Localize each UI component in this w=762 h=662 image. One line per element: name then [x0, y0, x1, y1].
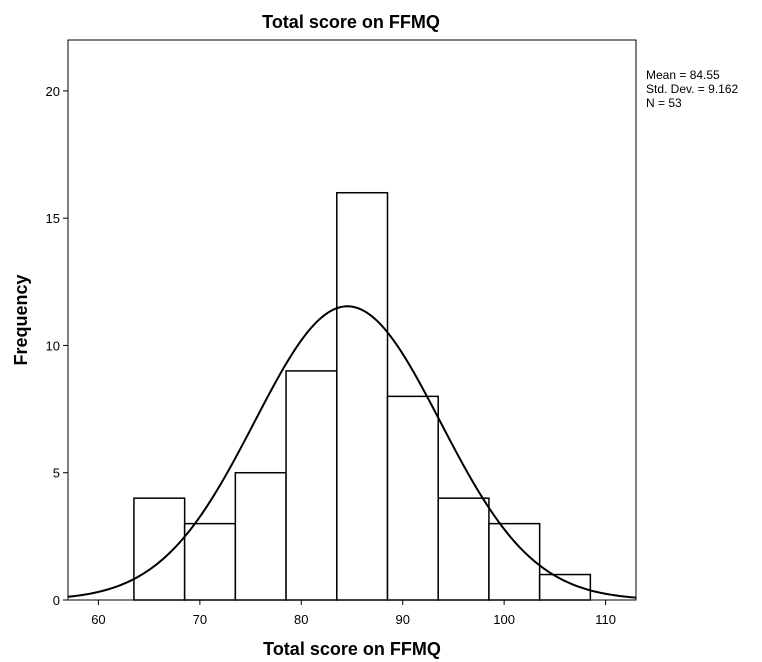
x-tick-label: 90 — [395, 612, 409, 627]
stats-mean: Mean = 84.55 — [646, 68, 720, 82]
histogram-bar — [183, 522, 237, 601]
histogram-bars — [133, 191, 592, 601]
x-tick-label: 110 — [595, 612, 616, 627]
histogram-bar — [234, 471, 287, 601]
y-tick-label: 0 — [53, 593, 60, 608]
y-axis-label: Frequency — [11, 274, 31, 365]
chart-title: Total score on FFMQ — [262, 12, 440, 32]
x-axis-label: Total score on FFMQ — [263, 639, 441, 659]
x-axis: 60 70 80 90 100 110 — [91, 600, 616, 627]
stats-std-dev: Std. Dev. = 9.162 — [646, 82, 738, 96]
plot-frame — [67, 39, 637, 601]
y-tick-label: 15 — [46, 211, 60, 226]
x-tick-label: 80 — [294, 612, 308, 627]
histogram-bar — [437, 497, 490, 601]
histogram-bar — [336, 191, 389, 601]
x-tick-label: 100 — [493, 612, 515, 627]
y-tick-label: 10 — [46, 338, 60, 353]
stats-box: Mean = 84.55 Std. Dev. = 9.162 N = 53 — [646, 68, 738, 110]
x-tick-label: 60 — [91, 612, 105, 627]
histogram-bar — [133, 497, 186, 601]
stats-n: N = 53 — [646, 96, 682, 110]
y-tick-label: 20 — [46, 84, 60, 99]
y-axis: 0 5 10 15 20 — [46, 84, 68, 608]
y-tick-label: 5 — [53, 466, 60, 481]
x-tick-label: 70 — [193, 612, 207, 627]
histogram-bar — [285, 370, 338, 601]
normal-curve — [67, 305, 637, 599]
histogram-bar — [386, 395, 439, 601]
histogram-bar — [488, 522, 541, 601]
